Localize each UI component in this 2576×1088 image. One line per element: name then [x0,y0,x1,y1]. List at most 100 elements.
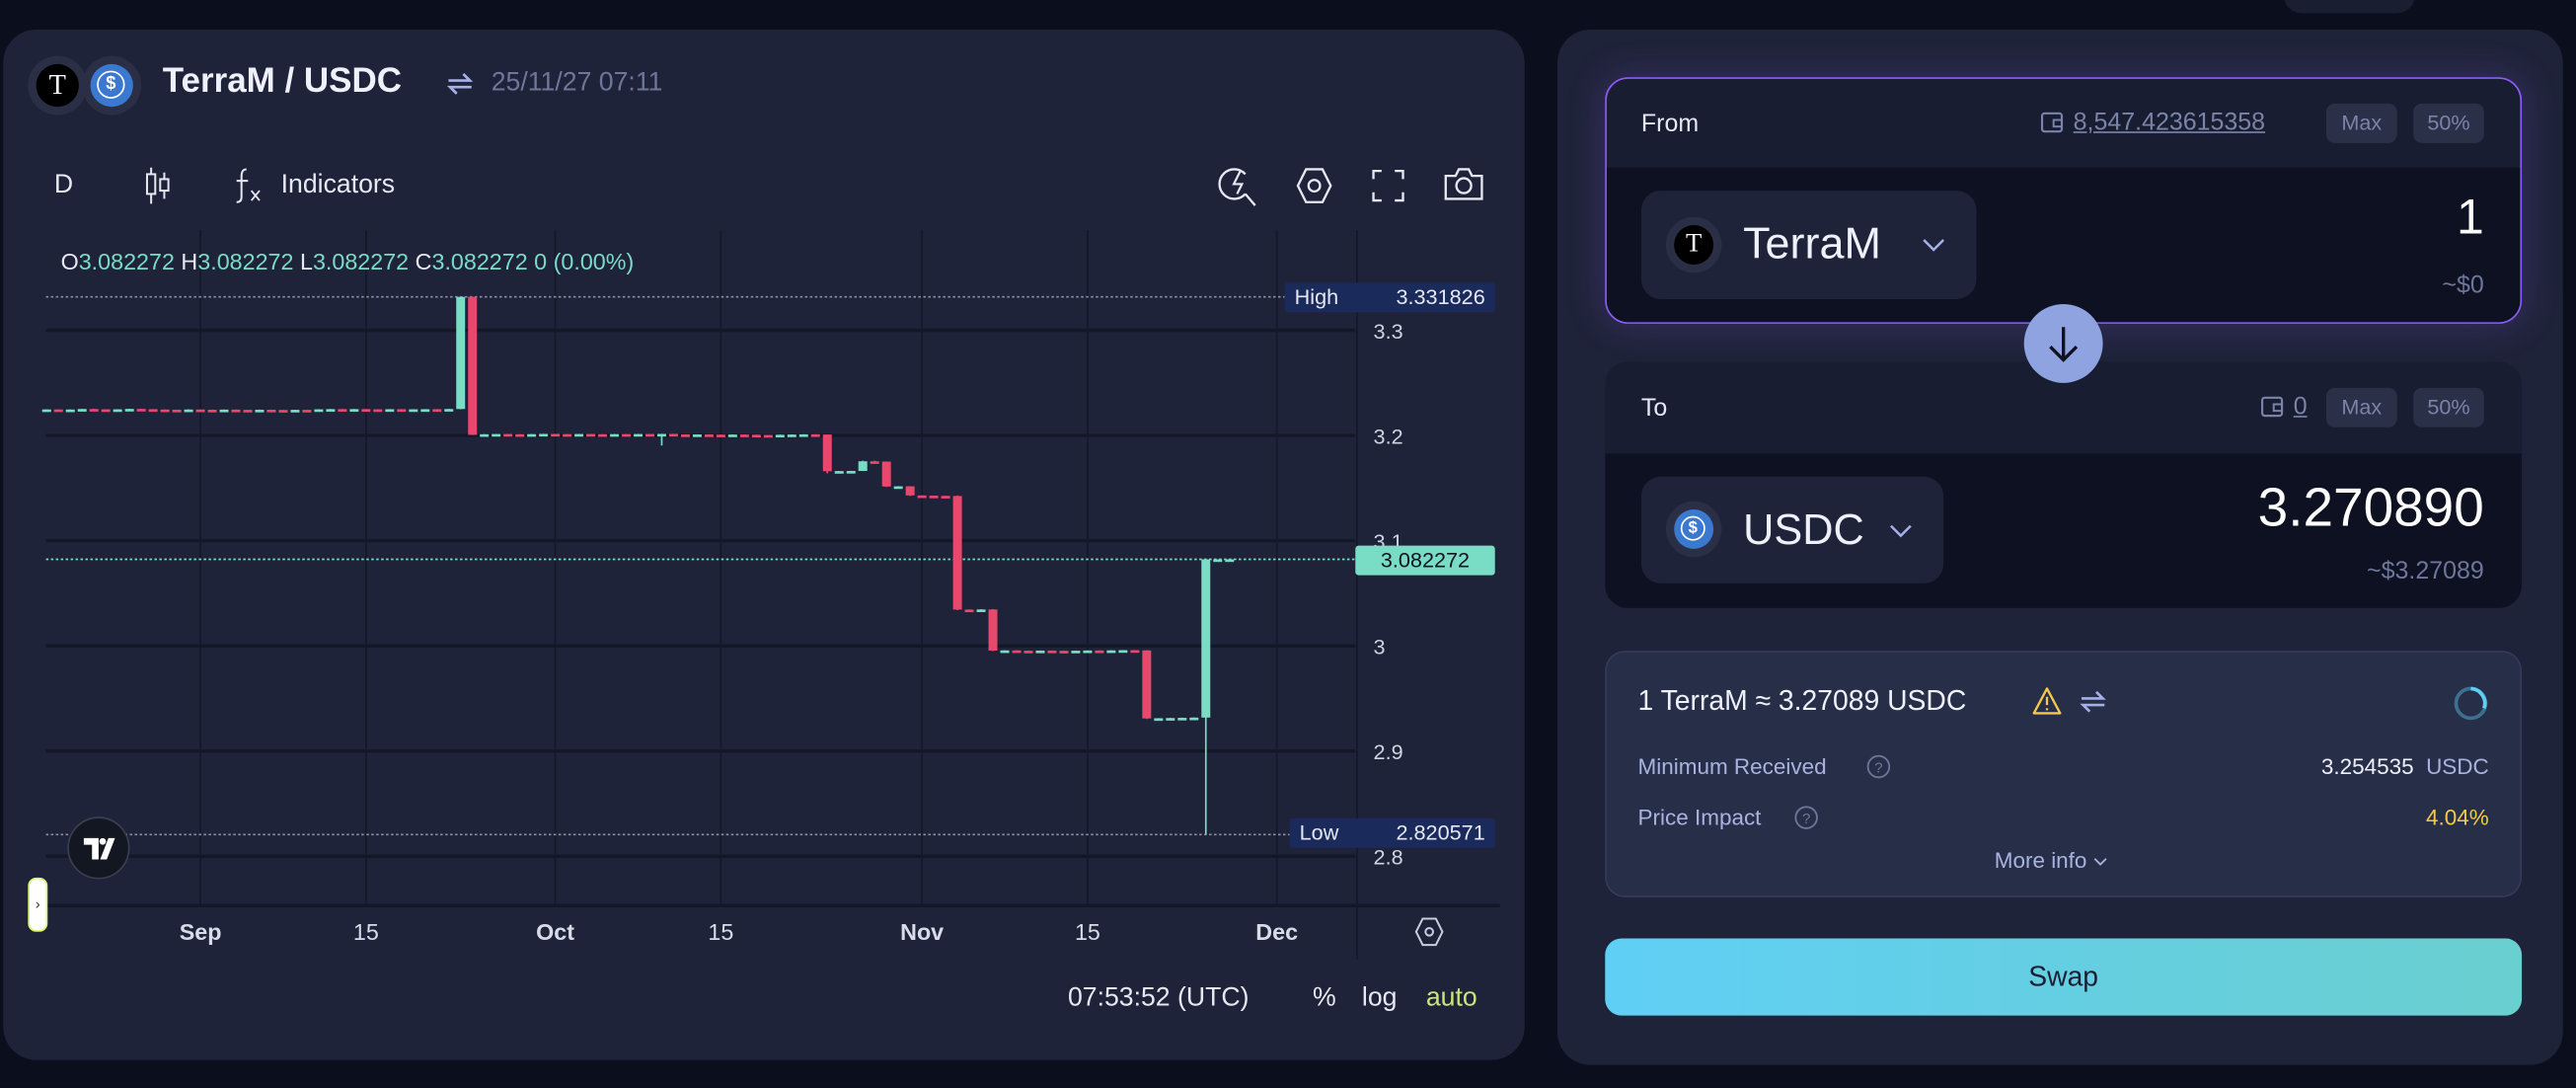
candle-body[interactable] [680,434,690,437]
from-amount-input[interactable]: 1 [2457,191,2484,246]
swap-button[interactable]: Swap [1605,938,2523,1016]
tradingview-logo[interactable] [67,816,130,880]
candle-body[interactable] [397,409,407,413]
candle-body[interactable] [361,409,371,413]
candle-body[interactable] [124,409,134,412]
candle-body[interactable] [810,433,820,437]
candle-body[interactable] [373,409,383,413]
candle-body[interactable] [881,461,891,487]
candle-body[interactable] [231,409,241,413]
candle-body[interactable] [739,434,749,437]
warning-icon[interactable] [2032,687,2062,715]
candle-body[interactable] [941,496,950,499]
axis-settings-icon[interactable] [1414,917,1444,947]
candle-body[interactable] [551,433,561,437]
log-scale-toggle[interactable]: log [1361,984,1398,1013]
candle-body[interactable] [480,433,490,437]
candle-body[interactable] [195,409,205,413]
candle-body[interactable] [622,433,632,437]
candle-body[interactable] [349,409,359,413]
fullscreen-icon[interactable] [1372,169,1404,202]
candle-body[interactable] [976,609,986,612]
candle-body[interactable] [1177,718,1187,721]
candle-body[interactable] [53,409,63,413]
candle-body[interactable] [1083,650,1093,654]
candle-body[interactable] [905,486,915,496]
candle-body[interactable] [988,609,998,651]
candle-body[interactable] [503,433,513,437]
candle-body[interactable] [787,434,796,437]
candle-body[interactable] [89,409,99,412]
candle-body[interactable] [290,410,300,413]
candle-body[interactable] [456,296,466,410]
candle-body[interactable] [207,410,217,413]
help-icon[interactable]: ? [1866,754,1891,779]
candle-body[interactable] [563,433,572,437]
candle-body[interactable] [77,409,87,412]
candle-body[interactable] [763,434,773,438]
candle-body[interactable] [148,409,158,413]
candle-body[interactable] [266,410,276,413]
from-token-selector[interactable]: T TerraM [1640,191,1977,299]
candle-body[interactable] [314,409,324,413]
chart-clock[interactable]: 07:53:52 (UTC) [1067,984,1250,1013]
candle-body[interactable] [1000,650,1010,654]
candle-body[interactable] [822,434,832,472]
candle-body[interactable] [338,409,347,413]
refresh-spinner-icon[interactable] [2453,685,2489,722]
candle-body[interactable] [727,434,737,437]
candle-body[interactable] [644,433,654,437]
candle-body[interactable] [668,433,678,437]
candle-body[interactable] [1118,650,1128,654]
flip-direction-button[interactable] [2023,303,2103,383]
candle-body[interactable] [893,486,903,490]
candle-body[interactable] [113,409,122,413]
candle-body[interactable] [634,433,644,437]
candle-body[interactable] [1142,650,1152,719]
auto-scale-toggle[interactable]: auto [1425,984,1477,1013]
candle-body[interactable] [1213,559,1223,563]
candle-body[interactable] [432,409,442,413]
candle-body[interactable] [1154,718,1164,722]
candle-body[interactable] [492,433,501,437]
candle-body[interactable] [468,296,478,435]
candle-body[interactable] [1189,717,1199,721]
candle-body[interactable] [515,433,525,437]
candle-body[interactable] [136,409,146,412]
candle-body[interactable] [574,433,584,437]
candle-body[interactable] [1225,559,1235,563]
candle-body[interactable] [692,434,702,437]
candle-body[interactable] [586,433,596,437]
candle-body[interactable] [1023,651,1033,654]
sidebar-expand-handle[interactable]: › [28,877,48,932]
candle-body[interactable] [952,496,962,610]
candle-body[interactable] [610,433,620,437]
more-info-toggle[interactable]: More info [1995,848,2108,873]
from-balance-link[interactable]: 8,547.423615358 [2073,108,2266,137]
top-bar-pill[interactable] [2283,0,2415,14]
candle-body[interactable] [751,434,761,438]
candle-body[interactable] [858,461,868,472]
candle-body[interactable] [385,409,395,413]
to-max-button[interactable]: Max [2325,387,2397,427]
candle-body[interactable] [1166,718,1175,721]
percent-scale-toggle[interactable]: % [1312,984,1336,1013]
candle-body[interactable] [1012,650,1022,654]
invert-rate-icon[interactable] [2079,687,2108,717]
candle-body[interactable] [444,409,454,412]
help-icon[interactable]: ? [1794,806,1819,830]
candle-body[interactable] [964,609,974,613]
swap-pair-icon[interactable] [445,69,475,99]
candle-body[interactable] [846,471,856,474]
from-max-button[interactable]: Max [2325,103,2397,143]
interval-button[interactable]: D [53,171,74,199]
candle-body[interactable] [326,409,336,413]
candle-body[interactable] [255,410,265,413]
candle-body[interactable] [598,433,608,437]
function-icon[interactable] [232,166,268,205]
candle-body[interactable] [1095,650,1104,654]
to-half-button[interactable]: 50% [2413,387,2484,427]
camera-icon[interactable] [1442,166,1484,202]
candle-body[interactable] [41,409,51,413]
candle-body[interactable] [775,434,785,438]
